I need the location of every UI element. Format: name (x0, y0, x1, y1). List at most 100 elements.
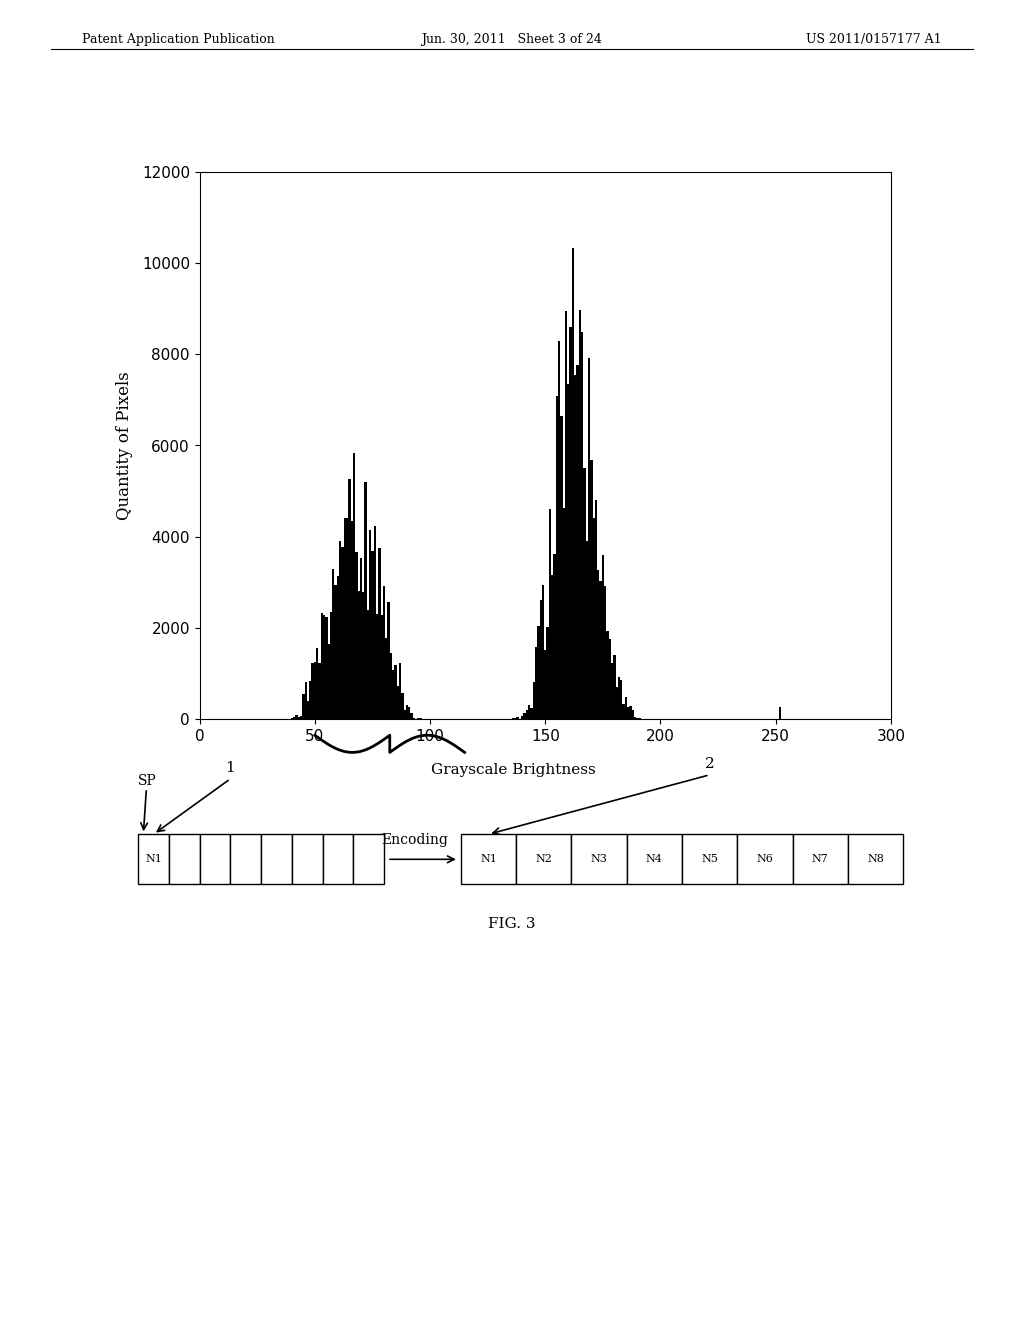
Bar (350, 521, 353, 719)
Text: N1: N1 (145, 854, 162, 865)
Bar (547, 627, 549, 719)
Bar (406, 705, 409, 719)
Bar (309, 681, 311, 719)
Bar (295, 715, 298, 719)
Bar (311, 663, 313, 719)
Text: Patent Application Publication: Patent Application Publication (82, 33, 274, 46)
Bar (316, 648, 318, 719)
Text: 2: 2 (705, 756, 715, 771)
Bar (567, 384, 569, 719)
Bar (318, 663, 321, 719)
Bar (565, 312, 567, 719)
Bar (627, 708, 630, 719)
Bar (581, 333, 584, 719)
Bar (544, 649, 547, 719)
Bar (558, 341, 560, 719)
Bar (396, 685, 399, 719)
Bar (385, 638, 387, 719)
Bar (313, 663, 316, 719)
Bar (606, 631, 608, 719)
Bar (530, 708, 532, 719)
Bar (369, 531, 372, 719)
Bar (535, 647, 538, 719)
Bar (630, 706, 632, 719)
Bar (516, 718, 519, 719)
Bar (523, 713, 525, 719)
Bar (514, 718, 516, 719)
Text: Grayscale Brightness: Grayscale Brightness (431, 763, 596, 777)
Bar (560, 416, 562, 719)
Bar (615, 686, 617, 719)
Bar (365, 482, 367, 719)
Bar (556, 396, 558, 719)
Bar (588, 358, 590, 719)
Bar (339, 541, 341, 719)
Bar (617, 677, 621, 719)
Bar (378, 548, 381, 719)
Bar (411, 713, 413, 719)
Bar (623, 704, 625, 719)
Bar (621, 680, 623, 719)
Bar (625, 697, 627, 719)
Bar (521, 717, 523, 719)
Text: Encoding: Encoding (381, 833, 449, 847)
Bar (348, 479, 350, 719)
Bar (362, 591, 365, 719)
Bar (608, 639, 611, 719)
Bar (632, 710, 634, 719)
Bar (376, 614, 378, 719)
Text: FIG. 3: FIG. 3 (488, 917, 536, 932)
Text: N5: N5 (701, 854, 718, 865)
Bar (367, 610, 369, 719)
Bar (599, 581, 602, 719)
Bar (593, 519, 595, 719)
Bar (390, 653, 392, 719)
Bar (304, 682, 307, 719)
Text: N1: N1 (480, 854, 497, 865)
Bar (341, 546, 344, 719)
Bar (374, 525, 376, 719)
Bar (321, 614, 323, 719)
Bar (604, 586, 606, 719)
Bar (409, 706, 411, 719)
Bar (574, 375, 577, 719)
Bar (355, 552, 357, 719)
Bar (330, 612, 332, 719)
Bar (328, 644, 330, 719)
Bar (346, 517, 348, 719)
Bar (562, 508, 565, 719)
Bar (293, 718, 295, 719)
Text: N3: N3 (591, 854, 607, 865)
Bar (302, 693, 304, 719)
Bar (542, 585, 544, 719)
Bar (540, 601, 542, 719)
Bar (291, 718, 293, 719)
Bar (779, 706, 781, 719)
Bar (551, 576, 553, 719)
Bar (298, 717, 300, 719)
Bar (401, 693, 403, 719)
Bar (577, 364, 579, 719)
Bar (332, 569, 335, 719)
Bar (634, 717, 636, 719)
Bar (549, 510, 551, 719)
Bar (387, 602, 390, 719)
Bar (335, 585, 337, 719)
Bar (399, 663, 401, 719)
Bar (586, 541, 588, 719)
Bar (569, 326, 571, 719)
Text: Jun. 30, 2011   Sheet 3 of 24: Jun. 30, 2011 Sheet 3 of 24 (422, 33, 602, 46)
Bar (579, 310, 581, 719)
Y-axis label: Quantity of Pixels: Quantity of Pixels (117, 371, 133, 520)
Bar (525, 710, 528, 719)
Bar (357, 591, 359, 719)
Bar (538, 626, 540, 719)
Bar (584, 467, 586, 719)
Text: N8: N8 (867, 854, 884, 865)
Bar (381, 615, 383, 719)
Text: N2: N2 (536, 854, 552, 865)
Bar (528, 705, 530, 719)
Bar (611, 663, 613, 719)
Bar (323, 615, 326, 719)
Bar (413, 718, 415, 719)
